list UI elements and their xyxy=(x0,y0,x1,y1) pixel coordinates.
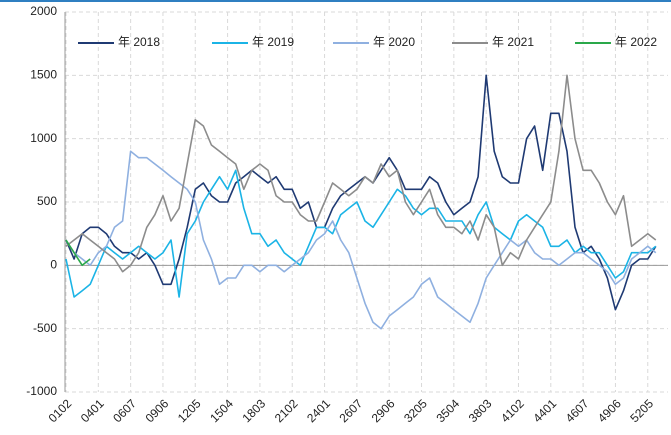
series-line xyxy=(65,169,657,298)
series-line xyxy=(65,74,657,273)
x-tick-label: 0607 xyxy=(110,396,139,425)
x-tick-label: 0906 xyxy=(143,396,172,425)
legend-label: 年 2020 xyxy=(373,35,415,49)
x-tick-label: 2607 xyxy=(336,396,365,425)
legend-label: 年 2019 xyxy=(252,35,294,49)
y-tick-label: -500 xyxy=(33,321,57,335)
x-tick-label: 3205 xyxy=(401,396,430,425)
top-border xyxy=(0,0,671,2)
x-tick-label: 3504 xyxy=(433,396,462,425)
y-tick-label: -1000 xyxy=(26,384,57,398)
legend-label: 年 2018 xyxy=(118,35,160,49)
x-tick-label: 3803 xyxy=(466,396,495,425)
y-tick-label: 2000 xyxy=(30,4,57,18)
x-tick-label: 0102 xyxy=(46,396,75,425)
legend-label: 年 2022 xyxy=(615,35,657,49)
series-line xyxy=(65,150,657,330)
x-tick-label: 1205 xyxy=(175,396,204,425)
y-tick-label: 1500 xyxy=(30,68,57,82)
series-line xyxy=(65,239,91,267)
legend-label: 年 2021 xyxy=(492,35,534,49)
x-tick-label: 4102 xyxy=(498,396,527,425)
x-tick-label: 5205 xyxy=(627,396,656,425)
series-line xyxy=(65,74,657,311)
y-tick-label: 1000 xyxy=(30,131,57,145)
x-tick-label: 0401 xyxy=(78,396,107,425)
x-tick-label: 1504 xyxy=(207,396,236,425)
x-tick-label: 4607 xyxy=(563,396,592,425)
x-tick-label: 2102 xyxy=(272,396,301,425)
x-tick-label: 1803 xyxy=(240,396,269,425)
x-tick-label: 4906 xyxy=(595,396,624,425)
y-tick-label: 0 xyxy=(50,258,57,272)
y-tick-label: 500 xyxy=(37,194,57,208)
x-tick-label: 2906 xyxy=(369,396,398,425)
x-tick-label: 4401 xyxy=(530,396,559,425)
x-tick-label: 2401 xyxy=(304,396,333,425)
